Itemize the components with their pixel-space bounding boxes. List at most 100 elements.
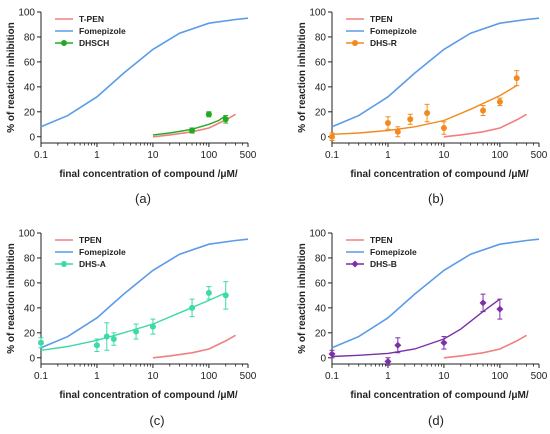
panel-label: (a) [135, 191, 151, 206]
data-point [149, 323, 156, 330]
series-line-fomepizole [331, 238, 540, 349]
x-tick-label: 100 [492, 371, 509, 382]
series-fit-line-dhs-r [331, 84, 518, 135]
legend-label-t-pen: T-PEN [79, 14, 104, 24]
data-point [440, 125, 447, 132]
legend-label-tpen: TPEN [79, 235, 102, 245]
x-axis-title: final concentration of compound /μM/ [350, 169, 529, 180]
y-tick-label: 80 [24, 253, 36, 264]
y-tick-label: 20 [315, 328, 327, 339]
data-point [328, 350, 336, 358]
legend-label-dhsch: DHSCH [79, 38, 109, 48]
y-tick-label: 60 [315, 278, 327, 289]
x-axis-title: final concentration of compound /μM/ [59, 169, 238, 180]
y-tick-label: 40 [315, 303, 327, 314]
x-tick-label: 100 [201, 150, 218, 161]
data-point [205, 289, 212, 296]
x-axis-title: final concentration of compound /μM/ [59, 390, 238, 401]
y-tick-label: 80 [315, 32, 327, 43]
series-line-fomepizole [331, 17, 540, 128]
data-point [189, 304, 196, 311]
legend-marker [61, 40, 67, 46]
x-tick-label: 1 [94, 371, 100, 382]
series-fit-line-dhsch [152, 115, 227, 136]
x-tick-label: 10 [147, 150, 159, 161]
x-tick-label: 10 [438, 371, 450, 382]
y-tick-label: 100 [309, 8, 326, 19]
y-tick-label: 60 [24, 57, 36, 68]
legend-label-fomepizole: Fomepizole [370, 26, 417, 36]
data-point [407, 116, 414, 123]
y-tick-label: 40 [24, 303, 36, 314]
data-point [38, 339, 44, 346]
y-axis-title: % of reaction inhibition [6, 243, 17, 354]
legend-label-dhs-a: DHS-A [79, 259, 106, 269]
x-tick-label: 500 [240, 150, 257, 161]
x-tick-label: 0.1 [34, 150, 48, 161]
series-line-tpen [152, 334, 236, 359]
data-point [329, 133, 335, 140]
x-tick-label: 100 [201, 371, 218, 382]
data-point [394, 128, 401, 135]
x-tick-label: 0.1 [34, 371, 48, 382]
y-tick-label: 0 [320, 132, 326, 143]
series-line-tpen [443, 334, 527, 359]
data-point [440, 339, 448, 347]
data-point [222, 116, 229, 123]
y-tick-label: 80 [315, 253, 327, 264]
x-tick-label: 1 [385, 371, 391, 382]
y-tick-label: 20 [315, 107, 327, 118]
legend-label-tpen: TPEN [370, 14, 393, 24]
legend-marker [61, 261, 67, 267]
y-tick-label: 40 [315, 82, 327, 93]
y-tick-label: 100 [18, 8, 35, 19]
y-axis-title: % of reaction inhibition [297, 22, 308, 133]
data-point [133, 328, 140, 335]
panel-label: (c) [149, 413, 164, 428]
legend-label-dhs-r: DHS-R [370, 38, 397, 48]
x-tick-label: 0.1 [325, 150, 339, 161]
data-point [513, 75, 520, 82]
x-tick-label: 500 [531, 371, 548, 382]
data-point [496, 98, 503, 105]
legend-marker [352, 40, 358, 46]
legend-label-dhs-b: DHS-B [370, 259, 397, 269]
data-point [394, 341, 402, 349]
x-tick-label: 100 [492, 150, 509, 161]
x-tick-label: 1 [385, 150, 391, 161]
data-point [384, 120, 391, 127]
y-tick-label: 60 [315, 57, 327, 68]
y-tick-label: 100 [18, 229, 35, 240]
data-point [93, 342, 100, 349]
y-tick-label: 20 [24, 328, 36, 339]
chart-panel-3: 0 20 40 60 80 100 0.1 1 10 100 500 % of reaction in… [6, 229, 257, 429]
legend-label-fomepizole: Fomepizole [370, 247, 417, 257]
data-point [205, 111, 212, 118]
data-point [480, 107, 487, 114]
data-point [479, 299, 487, 307]
y-tick-label: 20 [24, 107, 36, 118]
x-tick-label: 10 [438, 150, 450, 161]
legend-label-tpen: TPEN [370, 235, 393, 245]
y-tick-label: 100 [309, 229, 326, 240]
x-tick-label: 500 [240, 371, 257, 382]
series-fit-line-dhs-a [40, 292, 226, 351]
y-axis-title: % of reaction inhibition [6, 22, 17, 133]
series-line-fomepizole [40, 17, 249, 128]
legend-label-fomepizole: Fomepizole [79, 26, 126, 36]
data-point [496, 305, 504, 313]
y-tick-label: 80 [24, 32, 36, 43]
legend-label-fomepizole: Fomepizole [79, 247, 126, 257]
chart-panel-4: 0 20 40 60 80 100 0.1 1 10 100 500 % of reaction in… [297, 229, 548, 429]
panel-label: (d) [428, 413, 444, 428]
chart-panel-1: 0 20 40 60 80 100 0.1 1 10 100 500 % of reaction in… [6, 8, 257, 207]
y-tick-label: 0 [320, 353, 326, 364]
data-point [222, 292, 229, 299]
x-axis-title: final concentration of compound /μM/ [350, 390, 529, 401]
chart-panel-2: 0 20 40 60 80 100 0.1 1 10 100 500 % of reaction in… [297, 8, 548, 207]
x-tick-label: 0.1 [325, 371, 339, 382]
legend-marker [351, 260, 359, 268]
data-point [384, 358, 392, 366]
x-tick-label: 500 [531, 150, 548, 161]
